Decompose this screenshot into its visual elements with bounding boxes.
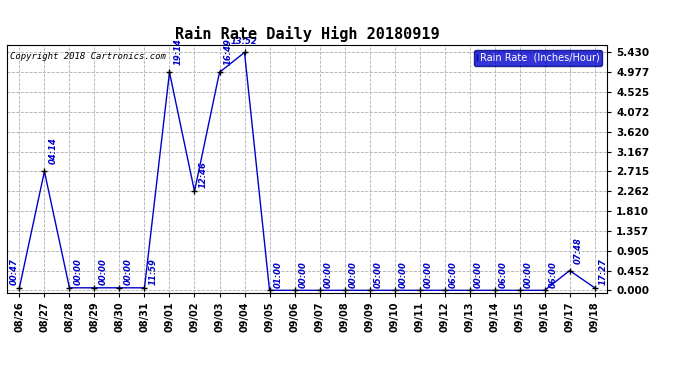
Text: 04:14: 04:14	[48, 138, 57, 164]
Text: 01:00: 01:00	[274, 261, 283, 288]
Text: 05:00: 05:00	[374, 261, 383, 288]
Text: 06:00: 06:00	[499, 261, 508, 288]
Text: 00:47: 00:47	[10, 258, 19, 285]
Text: 00:00: 00:00	[299, 261, 308, 288]
Text: 16:49: 16:49	[224, 39, 233, 65]
Text: 00:00: 00:00	[399, 261, 408, 288]
Legend: Rain Rate  (Inches/Hour): Rain Rate (Inches/Hour)	[474, 50, 602, 66]
Text: 00:00: 00:00	[74, 258, 83, 285]
Text: 00:00: 00:00	[348, 261, 357, 288]
Text: 00:00: 00:00	[424, 261, 433, 288]
Text: 06:00: 06:00	[549, 261, 558, 288]
Text: 00:00: 00:00	[124, 258, 132, 285]
Text: 13:52: 13:52	[231, 36, 258, 45]
Text: 17:27: 17:27	[599, 258, 608, 285]
Text: 12:46: 12:46	[199, 162, 208, 189]
Title: Rain Rate Daily High 20180919: Rain Rate Daily High 20180919	[175, 27, 440, 42]
Text: 19:14: 19:14	[174, 39, 183, 65]
Text: 00:00: 00:00	[324, 261, 333, 288]
Text: 00:00: 00:00	[474, 261, 483, 288]
Text: 06:00: 06:00	[448, 261, 457, 288]
Text: Copyright 2018 Cartronics.com: Copyright 2018 Cartronics.com	[10, 53, 166, 62]
Text: 00:00: 00:00	[99, 258, 108, 285]
Text: 00:00: 00:00	[524, 261, 533, 288]
Text: 11:59: 11:59	[148, 258, 157, 285]
Text: 07:48: 07:48	[574, 237, 583, 264]
